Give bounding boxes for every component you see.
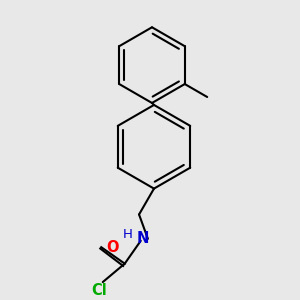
Text: O: O	[106, 240, 118, 255]
Text: H: H	[122, 228, 132, 241]
Text: N: N	[137, 231, 149, 246]
Text: Cl: Cl	[91, 283, 107, 298]
